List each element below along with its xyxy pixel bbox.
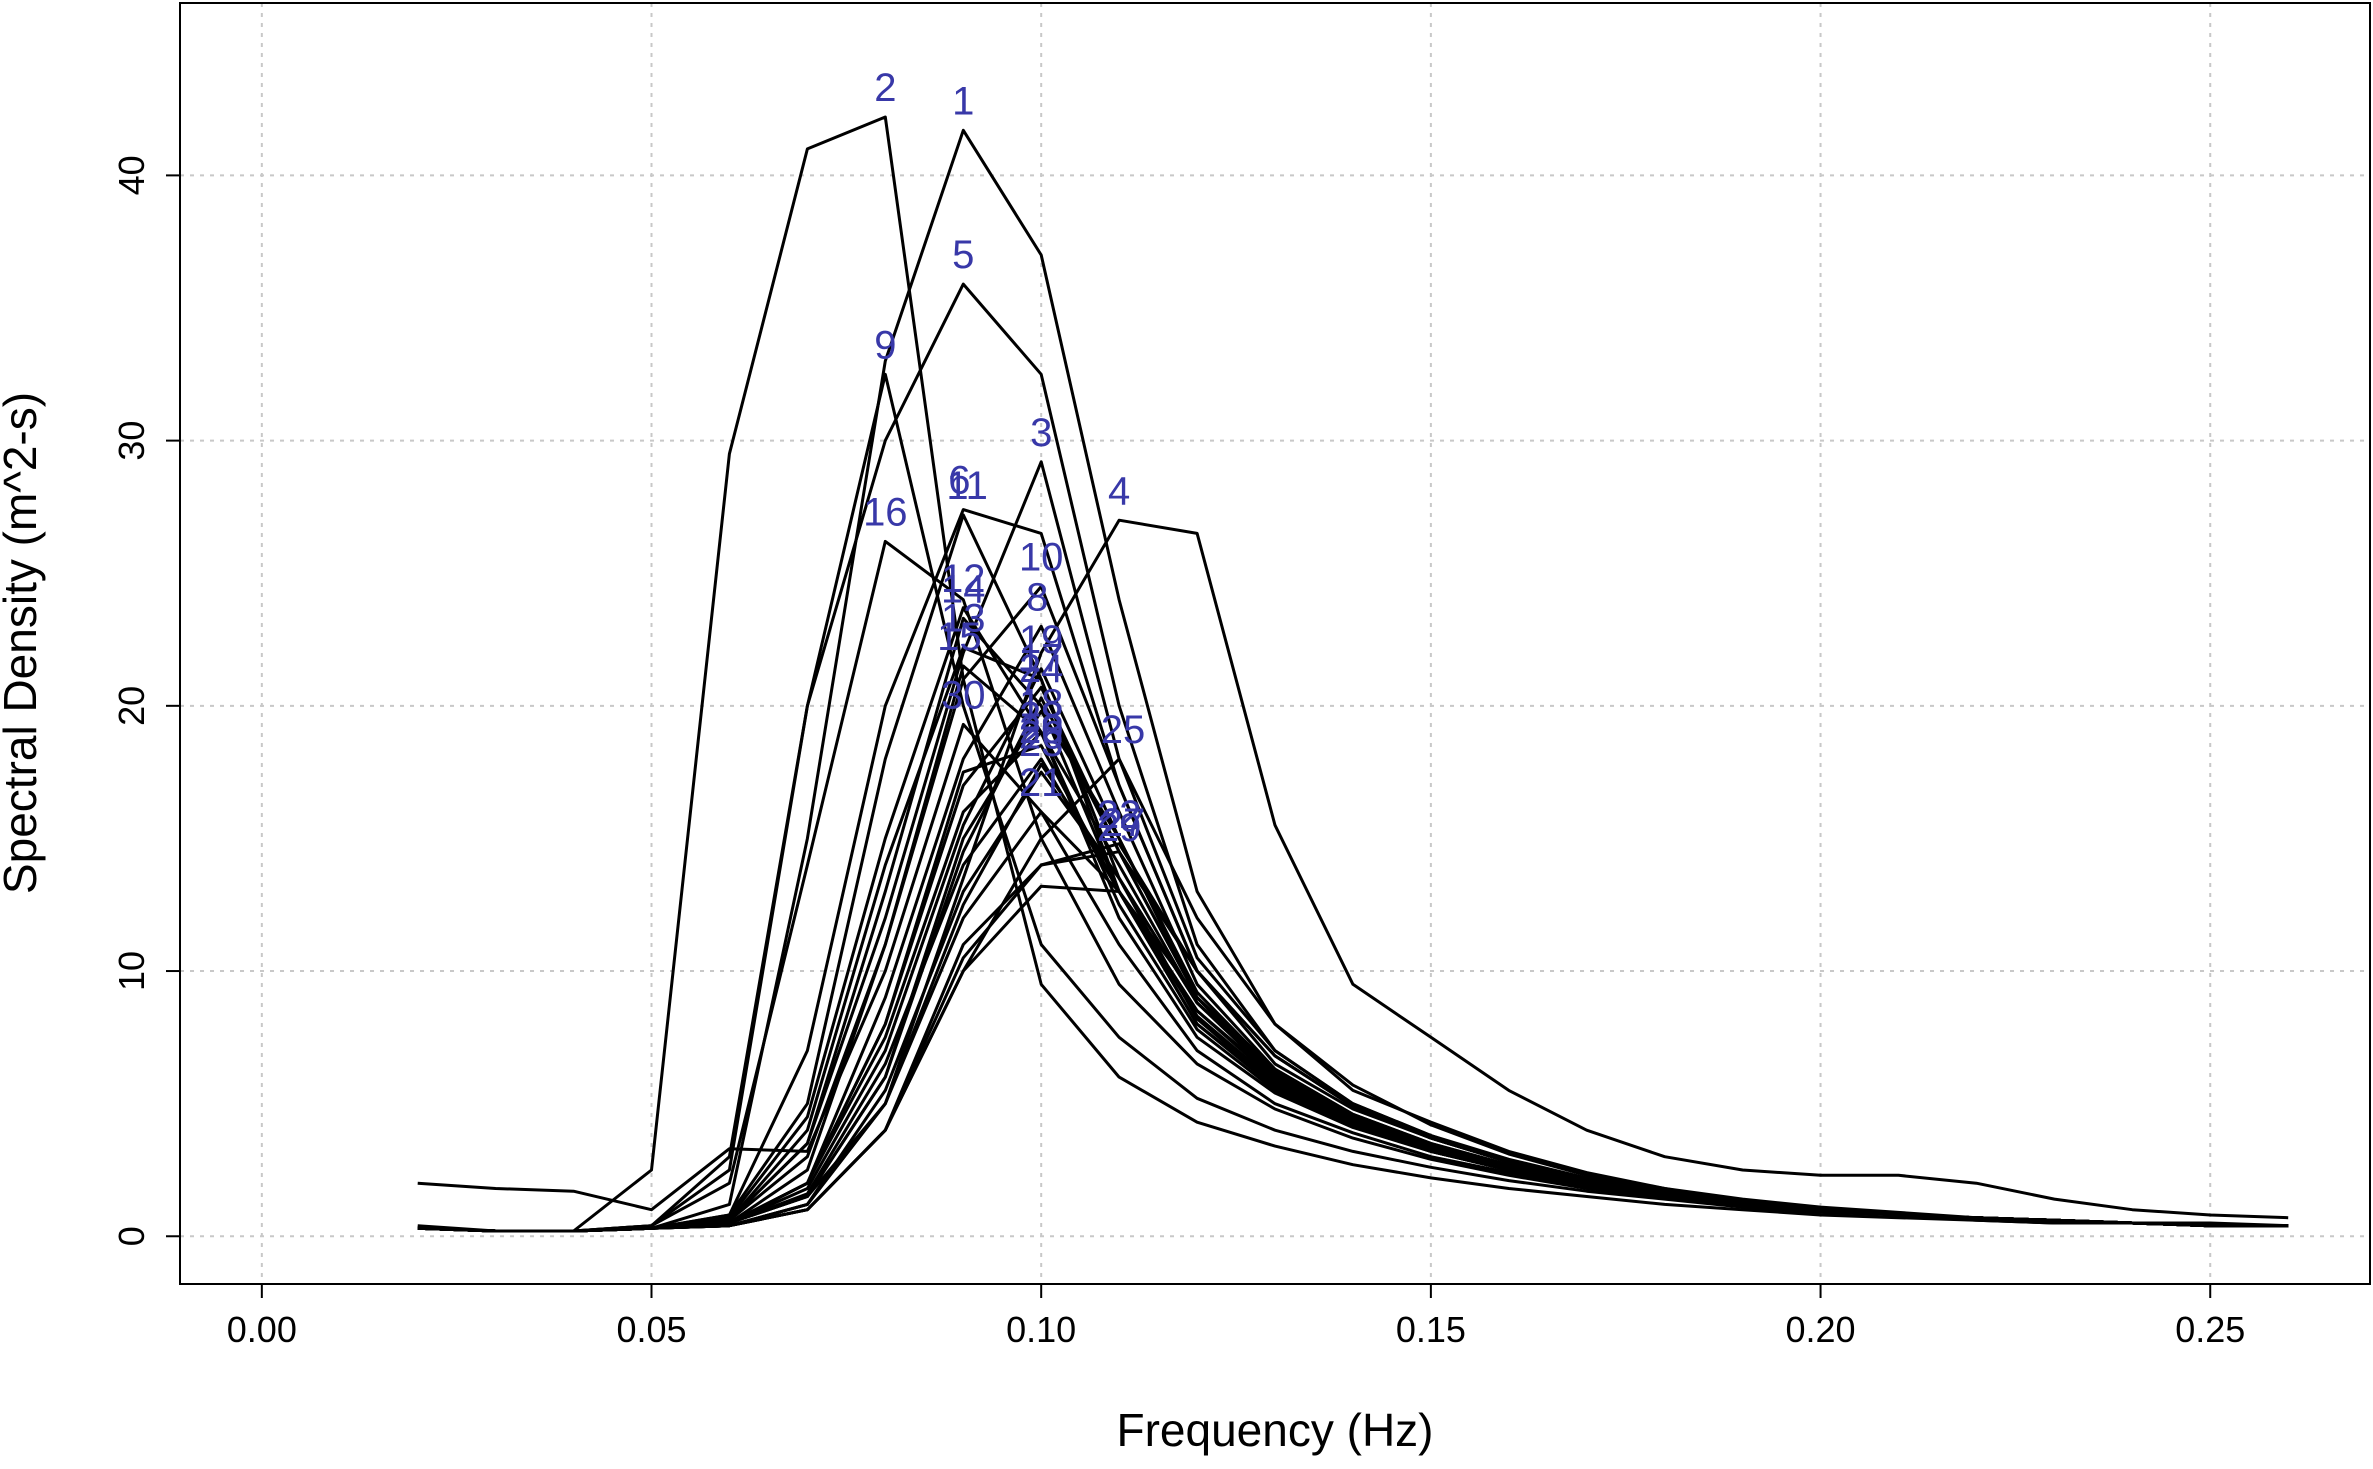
series-label-16: 16 [863,490,908,534]
series-label-21: 21 [1019,761,1064,805]
series-layer [417,115,2289,1233]
series-label-9: 9 [874,323,896,367]
plot-frame [179,2,2371,1285]
series-label-6: 6 [948,459,970,503]
y-axis-title: Spectral Density (m^2-s) [0,392,46,894]
x-tick-label: 0.05 [616,1309,686,1350]
series-label-8: 8 [1026,575,1048,619]
y-tick-label: 10 [111,951,152,991]
y-tick-label: 30 [111,421,152,461]
y-tick-label: 40 [111,155,152,195]
series-label-19: 19 [1019,618,1064,662]
series-label-22: 22 [1097,793,1142,837]
series-label-5: 5 [952,233,974,277]
series-label-25: 25 [1101,708,1146,752]
series-label-17: 17 [1019,636,1064,680]
series-label-14: 14 [941,567,986,611]
x-tick-label: 0.00 [227,1309,297,1350]
series-label-15: 15 [937,615,982,659]
series-label-13: 13 [941,597,986,641]
x-tick-label: 0.15 [1396,1309,1466,1350]
series-label-23: 23 [1019,721,1064,765]
series-label-7: 7 [1018,660,1040,704]
series-label-1: 1 [952,79,974,123]
series-line-2 [417,115,2289,1233]
x-axis-title: Frequency (Hz) [1117,1404,1434,1456]
x-tick-label: 0.10 [1006,1309,1076,1350]
series-line-30 [417,722,2289,1228]
x-tick-label: 0.20 [1786,1309,1856,1350]
y-tick-label: 20 [111,686,152,726]
series-label-28: 28 [1019,695,1064,739]
x-tick-label: 0.25 [2175,1309,2245,1350]
series-label-26: 26 [1019,713,1064,757]
series-label-4: 4 [1108,469,1130,513]
axis-layer: 0.00 0.05 0.10 0.15 0.20 0.25 0 10 20 30 40 [111,155,2245,1350]
series-label-29: 29 [1097,806,1142,850]
grid-layer [180,3,2370,1284]
series-label-11: 11 [946,464,988,508]
series-label-2: 2 [874,66,896,110]
series-label-30: 30 [941,673,986,717]
series-label-3: 3 [1030,411,1052,455]
series-label-20: 20 [1019,708,1064,752]
series-label-27: 27 [1101,801,1146,845]
series-label-12: 12 [941,557,986,601]
y-tick-label: 0 [111,1226,152,1246]
series-label-10: 10 [1019,536,1064,580]
series-label-layer: 1234567891011121314151617181920212223242… [863,66,1145,850]
series-label-24: 24 [1019,647,1064,691]
series-label-18: 18 [1019,681,1064,725]
